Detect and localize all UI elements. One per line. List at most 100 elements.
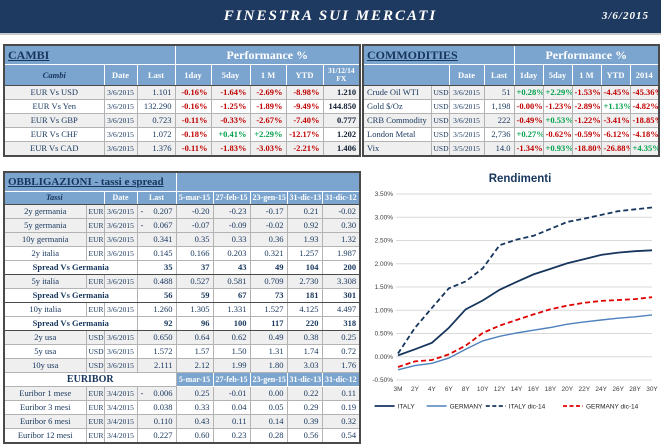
performance-value: +0.27%	[513, 127, 544, 142]
spread-value: 96	[175, 316, 214, 331]
historic-yield-value: 0.72	[321, 344, 361, 359]
historic-yield-value: 0.49	[249, 330, 288, 345]
performance-value: -2.89%	[571, 99, 602, 114]
x-axis-label: 6Y	[445, 386, 454, 393]
date-value: 3/6/2015	[448, 85, 485, 100]
historic-rate-value: 0.00	[249, 386, 288, 401]
currency-code: EUR	[85, 232, 105, 247]
series-line-germany-dic-14	[397, 296, 653, 368]
bond-name: 5y usa	[3, 344, 87, 359]
obbligazioni-euribor-table: OBBLIGAZIONI - tassi e spread Tassi Date La…	[3, 171, 362, 444]
currency-code: USD	[85, 344, 105, 359]
historic-rate-value: 0.05	[249, 400, 288, 415]
historic-yield-value: 1.80	[249, 358, 288, 373]
performance-value: -6.12%	[600, 127, 631, 142]
x-axis-label: 12Y	[494, 386, 506, 393]
historic-yield-value: 1.331	[212, 302, 251, 317]
historic-rate-value: 0.28	[249, 428, 288, 444]
historic-rate-value: 0.29	[286, 400, 323, 415]
currency-code: USD	[85, 330, 105, 345]
performance-value: -2.69%	[249, 85, 287, 100]
column-header: 31-dic-13	[286, 372, 323, 387]
performance-header: Performance %	[513, 44, 660, 65]
date-value: 3/6/2015	[103, 344, 138, 359]
currency-code: USD	[430, 141, 450, 157]
chart-title: Rendimenti	[489, 173, 552, 185]
spread-label: Spread Vs Germania	[3, 260, 138, 275]
column-header: 31/12/14 FX	[322, 64, 361, 86]
table-row: Gold $/Oz USD 3/6/2015 1,198 -0.00% -1.23% -2.…	[362, 99, 660, 114]
performance-value: -12.17%	[285, 127, 324, 142]
historic-yield-value: 2.12	[175, 358, 214, 373]
last-value: -0.207	[136, 204, 177, 219]
euribor-tenor-name: Euribor 1 mese	[3, 386, 87, 401]
x-axis-label: 14Y	[511, 386, 523, 393]
table-row: Cambi Date Last 1day 5day 1 M YTD 31/12/14 FX	[3, 64, 361, 86]
last-value: -0.006	[136, 386, 177, 401]
last-value: 1.260	[136, 302, 177, 317]
performance-value: -1.53%	[571, 85, 602, 100]
negative-sign: -	[140, 388, 144, 399]
bond-name: 2y italia	[3, 246, 87, 261]
commodity-name: Crude Oil WTI	[362, 85, 432, 100]
y-axis-label: 1.50%	[375, 284, 394, 291]
performance-value: -0.16%	[174, 99, 212, 114]
historic-yield-value: -0.02	[249, 218, 288, 233]
spread-value: 67	[212, 288, 251, 303]
currency-code: USD	[430, 99, 450, 114]
currency-pair: EUR Vs USD	[3, 85, 105, 100]
currency-code: USD	[430, 127, 450, 142]
currency-code: EUR	[85, 204, 105, 219]
performance-value: +0.41%	[210, 127, 251, 142]
x-axis-label: 28Y	[629, 386, 641, 393]
bond-name: 2y germania	[3, 204, 87, 219]
report-title: FINESTRA SUI MERCATI	[223, 8, 438, 24]
performance-value: +2.29%	[542, 85, 573, 100]
historic-rate-value: 0.23	[212, 428, 251, 444]
commodities-section-title: COMMODITIES	[362, 44, 515, 65]
historic-yield-value: 0.35	[175, 232, 214, 247]
last-value: 0.110	[136, 414, 177, 429]
historic-rate-value: 0.56	[286, 428, 323, 444]
commodity-name: Gold $/Oz	[362, 99, 432, 114]
fx-target-value: 1.210	[322, 85, 361, 100]
euribor-tenor-name: Euribor 12 mesi	[3, 428, 87, 444]
table-row: EUR Vs USD 3/6/2015 1.101 -0.16% -1.64% -2.69…	[3, 85, 361, 100]
bond-name: 5y germania	[3, 218, 87, 233]
historic-yield-value: 0.709	[249, 274, 288, 289]
column-header: 5day	[210, 64, 251, 86]
fx-target-value: 144.850	[322, 99, 361, 114]
historic-rate-value: 0.33	[175, 400, 214, 415]
column-header-cambi: Cambi	[3, 64, 105, 86]
performance-value: -3.03%	[249, 141, 287, 157]
historic-yield-value: 0.92	[286, 218, 323, 233]
historic-yield-value: 0.21	[286, 204, 323, 219]
negative-sign: -	[140, 206, 144, 217]
fx-target-value: 1.406	[322, 141, 361, 157]
historic-yield-value: 0.38	[286, 330, 323, 345]
y-axis-label: 2.50%	[375, 238, 394, 245]
report-date: 3/6/2015	[601, 10, 649, 22]
date-value: 3/4/2015	[103, 400, 138, 415]
currency-code: EUR	[85, 246, 105, 261]
table-row: Euribor 1 mese EUR 3/4/2015-0.006 0.25 -0.01…	[3, 386, 361, 401]
performance-value: -18.85%	[629, 113, 660, 128]
historic-yield-value: 1.99	[212, 358, 251, 373]
obbligazioni-section-title: OBBLIGAZIONI - tassi e spread	[3, 171, 177, 192]
historic-yield-value: 1.50	[212, 344, 251, 359]
spread-value: 100	[212, 316, 251, 331]
spread-value: 59	[175, 288, 214, 303]
column-header: 5-mar-15	[175, 372, 214, 387]
section-title-text: COMMODITIES	[367, 48, 458, 62]
performance-value: -18.80%	[571, 141, 602, 157]
bond-name: 10y italia	[3, 302, 87, 317]
column-header: Last	[136, 64, 176, 86]
table-row: EUR Vs GBP 3/6/2015 0.723 -0.11% -0.33% -2.67…	[3, 113, 361, 128]
table-row: COMMODITIES Performance %	[362, 44, 660, 65]
last-value: 0.145	[136, 246, 177, 261]
date-value: 3/6/2015	[103, 85, 138, 100]
date-value: 3/6/2015	[103, 113, 138, 128]
table-row: 2y usa USD 3/6/2015 0.650 0.64 0.62 0.49 0.38 0.…	[3, 330, 361, 345]
currency-code: EUR	[85, 386, 105, 401]
performance-value: -4.82%	[629, 99, 660, 114]
